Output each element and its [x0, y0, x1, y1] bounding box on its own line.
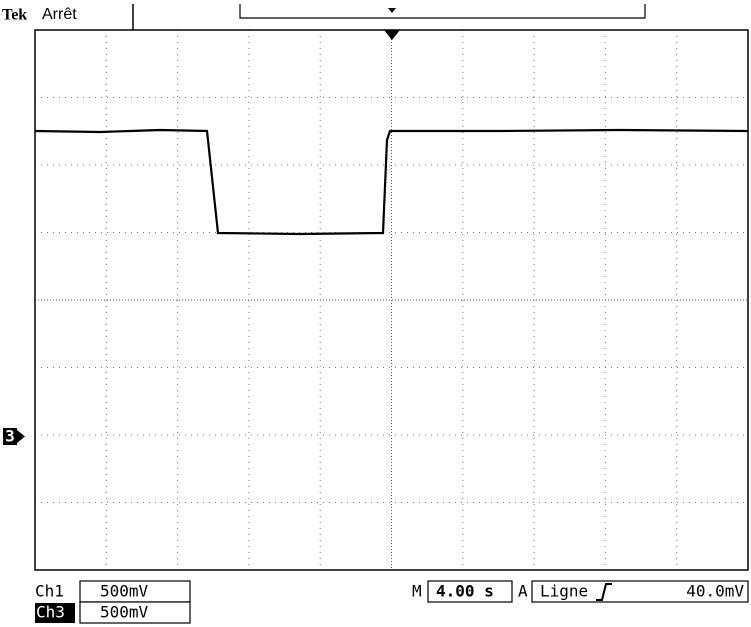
timebase-scale: 4.00 s — [436, 582, 494, 601]
readout-box — [531, 580, 749, 603]
channel-scale: 500mV — [100, 603, 149, 622]
brand: Tek — [2, 7, 27, 24]
readout-box — [427, 580, 513, 603]
trigger-level: 40.0mV — [686, 582, 744, 601]
trigger-label: A — [518, 582, 528, 601]
readout-box — [79, 601, 191, 624]
ground-marker-label: 3 — [5, 427, 15, 446]
trigger-position-marker — [384, 30, 400, 40]
timebase-label: M — [412, 582, 422, 601]
graticule — [35, 30, 748, 570]
channel-scale: 500mV — [100, 582, 149, 601]
channel-label: Ch1 — [35, 582, 64, 601]
run-status: Arrêt — [42, 6, 77, 23]
ground-marker-arrow — [17, 430, 25, 443]
channel-label-highlight — [35, 603, 75, 623]
ground-marker-box — [3, 428, 17, 445]
rising-slope-icon — [596, 583, 612, 601]
view-marker — [388, 8, 396, 13]
channel-label: Ch3 — [36, 603, 65, 622]
record-bracket — [239, 4, 646, 19]
waveform-trace — [34, 128, 749, 236]
trigger-source: Ligne — [540, 582, 588, 601]
